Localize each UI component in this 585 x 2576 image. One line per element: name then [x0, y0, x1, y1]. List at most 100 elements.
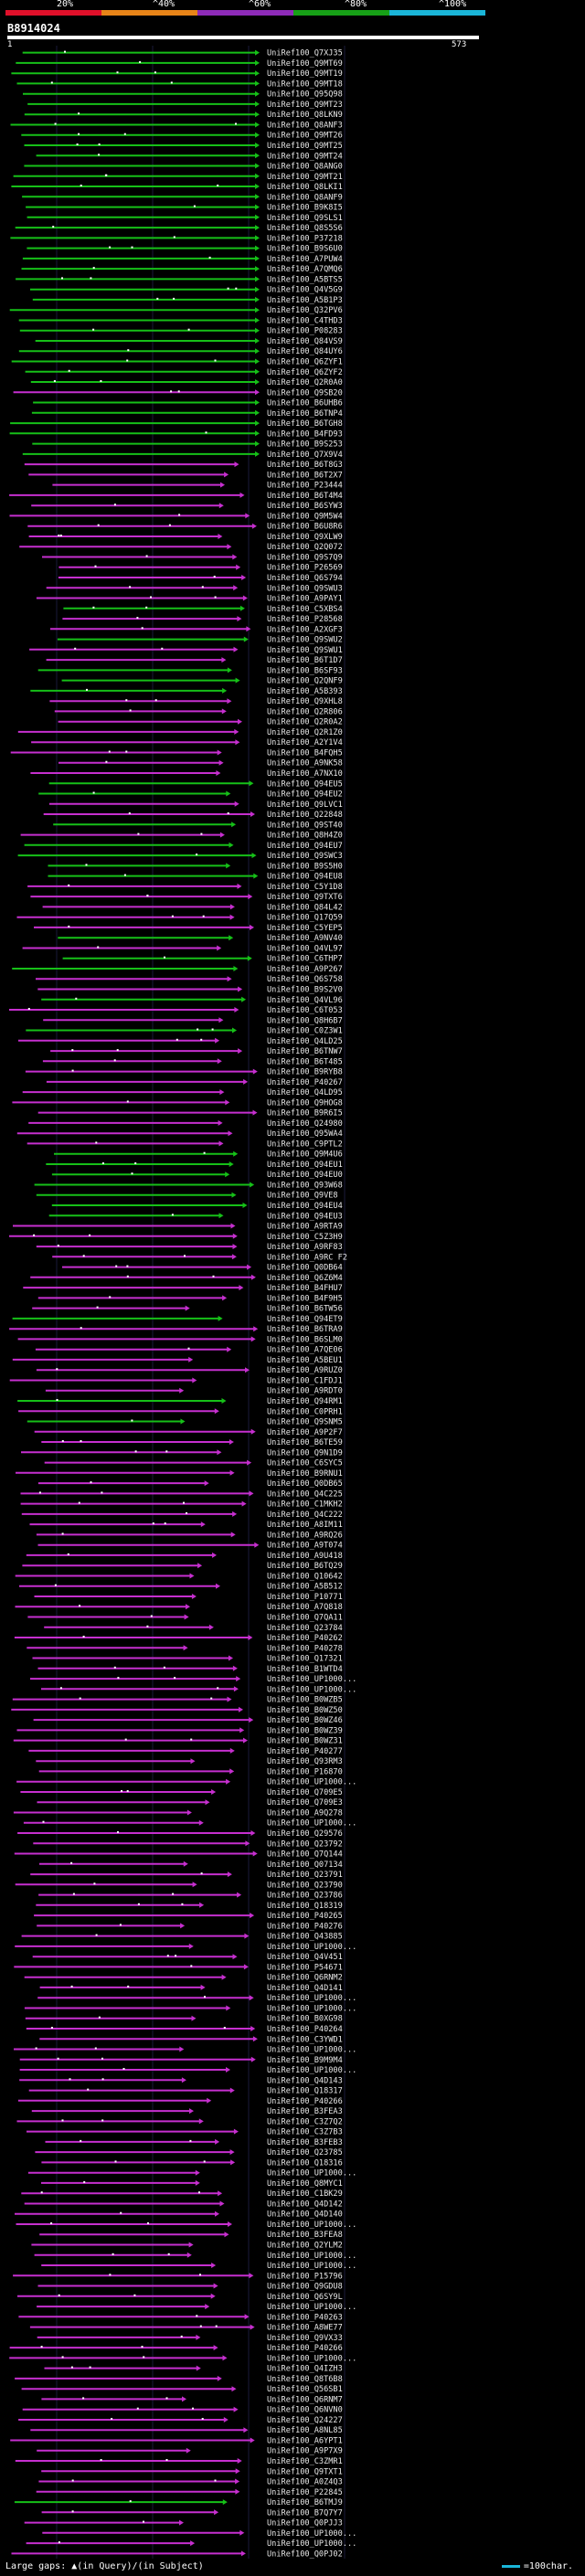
hit-row[interactable]: UniRef100_Q9TXT6	[30, 893, 343, 902]
hit-row[interactable]: UniRef100_Q4LD25	[18, 1037, 343, 1046]
hit-row[interactable]: UniRef100_Q8MYC1	[41, 2179, 343, 2189]
hit-row[interactable]: UniRef100_Q2Q072	[19, 543, 343, 552]
hit-row[interactable]: UniRef100_A9RF83	[36, 1243, 343, 1252]
hit-label[interactable]: UniRef100_Q2YLM2	[267, 2242, 343, 2251]
hit-row[interactable]: UniRef100_Q8LKI1	[11, 183, 343, 192]
hit-row[interactable]: UniRef100_Q9MT69	[16, 59, 343, 69]
hit-label[interactable]: UniRef100_B9RYB8	[267, 1068, 343, 1077]
hit-row[interactable]: UniRef100_Q93W68	[34, 1182, 343, 1191]
hit-row[interactable]: UniRef100_Q9M5W4	[9, 512, 343, 521]
hit-label[interactable]: UniRef100_B9RNU1	[267, 1469, 343, 1479]
hit-row[interactable]: UniRef100_Q6Z6M4	[30, 1274, 343, 1283]
hit-row[interactable]: UniRef100_UP1000...	[37, 2303, 356, 2312]
hit-row[interactable]: UniRef100_UP1000...	[41, 1685, 356, 1694]
hit-row[interactable]: UniRef100_Q8H4Z0	[20, 832, 343, 841]
hit-label[interactable]: UniRef100_C1BK29	[267, 2189, 343, 2199]
hit-row[interactable]: UniRef100_UP1000...	[9, 2354, 356, 2363]
hit-label[interactable]: UniRef100_Q23784	[267, 1624, 343, 1633]
hit-row[interactable]: UniRef100_UP1000...	[19, 2066, 357, 2075]
hit-row[interactable]: UniRef100_Q94RM1	[17, 1397, 343, 1406]
hit-row[interactable]: UniRef100_P54671	[14, 1963, 343, 1972]
hit-label[interactable]: UniRef100_Q6SY9L	[267, 2293, 343, 2302]
hit-row[interactable]: UniRef100_B6T485	[42, 1057, 343, 1066]
hit-row[interactable]: UniRef100_Q4VL96	[41, 996, 343, 1005]
hit-label[interactable]: UniRef100_Q6Z6M4	[267, 1274, 343, 1283]
hit-label[interactable]: UniRef100_Q07134	[267, 1860, 343, 1870]
hit-label[interactable]: UniRef100_A2Y1V4	[267, 738, 343, 747]
hit-row[interactable]: UniRef100_Q6ZYF1	[11, 358, 343, 367]
hit-row[interactable]: UniRef100_UP1000...	[15, 1943, 356, 1952]
hit-label[interactable]: UniRef100_B7Q7Y7	[267, 2508, 343, 2518]
hit-label[interactable]: UniRef100_B0WZ31	[267, 1737, 343, 1746]
hit-row[interactable]: UniRef100_B6T8G3	[24, 461, 343, 470]
hit-row[interactable]: UniRef100_B9S2V0	[37, 986, 343, 995]
hit-row[interactable]: UniRef100_Q17Q59	[16, 914, 343, 923]
hit-label[interactable]: UniRef100_Q9TXT6	[267, 893, 343, 902]
hit-row[interactable]: UniRef100_Q84VS9	[35, 337, 343, 346]
hit-label[interactable]: UniRef100_Q56SB1	[267, 2385, 343, 2394]
hit-row[interactable]: UniRef100_Q2YLM2	[31, 2242, 343, 2251]
hit-row[interactable]: UniRef100_P10771	[34, 1593, 343, 1602]
hit-row[interactable]: UniRef100_Q9VE8	[36, 1192, 338, 1201]
hit-row[interactable]: UniRef100_Q6RNM2	[24, 1974, 343, 1983]
hit-label[interactable]: UniRef100_B4F9H5	[267, 1294, 343, 1303]
hit-row[interactable]: UniRef100_Q9MT25	[24, 142, 343, 151]
hit-row[interactable]: UniRef100_Q2R806	[54, 707, 343, 716]
hit-row[interactable]: UniRef100_Q7QA11	[27, 1614, 343, 1623]
hit-row[interactable]: UniRef100_P26569	[58, 564, 343, 573]
hit-label[interactable]: UniRef100_Q6ZYF2	[267, 368, 343, 377]
hit-label[interactable]: UniRef100_UP1000...	[267, 2262, 356, 2271]
hit-row[interactable]: UniRef100_A0Z4Q3	[38, 2478, 343, 2487]
hit-label[interactable]: UniRef100_UP1000...	[267, 2005, 356, 2014]
hit-label[interactable]: UniRef100_Q18319	[267, 1902, 343, 1911]
hit-row[interactable]: UniRef100_UP1000...	[30, 1675, 356, 1684]
hit-label[interactable]: UniRef100_A5BTS5	[267, 275, 343, 284]
hit-label[interactable]: UniRef100_Q95Q98	[267, 90, 343, 100]
hit-row[interactable]: UniRef100_Q24227	[18, 2416, 343, 2425]
hit-row[interactable]: UniRef100_Q7XJ35	[22, 49, 343, 58]
hit-row[interactable]: UniRef100_B4FQH5	[10, 749, 343, 758]
hit-label[interactable]: UniRef100_Q4V451	[267, 1953, 343, 1962]
hit-label[interactable]: UniRef100_Q9VE8	[267, 1192, 338, 1201]
hit-row[interactable]: UniRef100_A9P7X9	[37, 2447, 343, 2456]
hit-label[interactable]: UniRef100_Q8H6B7	[267, 1016, 343, 1025]
hit-row[interactable]: UniRef100_A8NL85	[30, 2426, 343, 2435]
hit-label[interactable]: UniRef100_Q8MYC1	[267, 2179, 343, 2189]
hit-row[interactable]: UniRef100_Q94EU1	[46, 1161, 343, 1170]
hit-label[interactable]: UniRef100_Q94RM1	[267, 1397, 343, 1406]
hit-label[interactable]: UniRef100_P40277	[267, 1747, 343, 1756]
hit-row[interactable]: UniRef100_Q9SWU1	[29, 646, 343, 655]
hit-row[interactable]: UniRef100_A9RTA9	[13, 1223, 343, 1232]
hit-label[interactable]: UniRef100_Q2R0A0	[267, 378, 343, 387]
hit-label[interactable]: UniRef100_B9S6U0	[267, 245, 343, 254]
hit-label[interactable]: UniRef100_A9P7X9	[267, 2447, 343, 2456]
hit-row[interactable]: UniRef100_P28568	[62, 615, 343, 624]
hit-label[interactable]: UniRef100_Q10642	[267, 1573, 343, 1582]
hit-label[interactable]: UniRef100_P23444	[267, 482, 343, 491]
hit-row[interactable]: UniRef100_B6SYW3	[31, 502, 343, 511]
hit-row[interactable]: UniRef100_C6SYC5	[44, 1459, 343, 1468]
hit-label[interactable]: UniRef100_Q94EU1	[267, 1161, 343, 1170]
hit-row[interactable]: UniRef100_Q4VL97	[22, 945, 343, 954]
hit-label[interactable]: UniRef100_B6T2X7	[267, 471, 343, 480]
hit-row[interactable]: UniRef100_A9NV40	[58, 934, 343, 943]
hit-label[interactable]: UniRef100_Q94EU0	[267, 1171, 343, 1180]
hit-row[interactable]: UniRef100_B6TRA9	[9, 1325, 343, 1334]
hit-row[interactable]: UniRef100_A6YPT1	[10, 2437, 343, 2446]
hit-label[interactable]: UniRef100_Q9M5W4	[267, 512, 343, 521]
hit-row[interactable]: UniRef100_B6T1D7	[46, 656, 343, 665]
hit-row[interactable]: UniRef100_Q95Q98	[23, 90, 343, 100]
hit-row[interactable]: UniRef100_Q94ET9	[12, 1315, 343, 1324]
hit-row[interactable]: UniRef100_Q9SWU2	[57, 636, 343, 645]
hit-row[interactable]: UniRef100_Q709E3	[37, 1798, 343, 1807]
hit-label[interactable]: UniRef100_B6UHB6	[267, 399, 343, 408]
hit-row[interactable]: UniRef100_Q84L42	[42, 903, 343, 912]
hit-label[interactable]: UniRef100_Q9SWU3	[267, 584, 343, 593]
hit-row[interactable]: UniRef100_P40262	[14, 1634, 343, 1643]
hit-label[interactable]: UniRef100_A7NX10	[267, 769, 343, 779]
hit-row[interactable]: UniRef100_Q9ST40	[53, 821, 343, 830]
hit-row[interactable]: UniRef100_UP1000...	[26, 2539, 357, 2549]
hit-label[interactable]: UniRef100_B0WZ50	[267, 1706, 343, 1715]
hit-row[interactable]: UniRef100_B4FHU7	[23, 1284, 343, 1293]
hit-label[interactable]: UniRef100_A9NV40	[267, 934, 343, 943]
